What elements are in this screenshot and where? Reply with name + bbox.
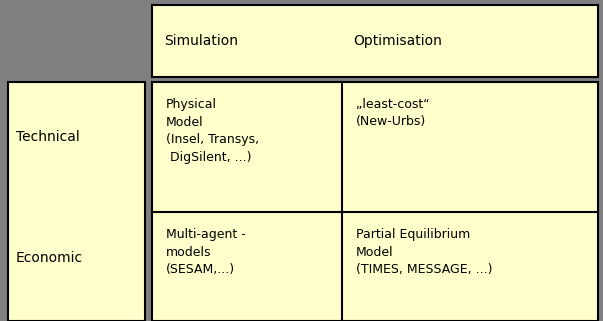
Bar [152, 82, 598, 321]
Bar [152, 5, 598, 77]
Text: Multi-agent -
models
(SESAM,...): Multi-agent - models (SESAM,...) [166, 228, 246, 276]
Text: Simulation: Simulation [164, 34, 238, 48]
Text: Physical
Model
(Insel, Transys,
 DigSilent, ...): Physical Model (Insel, Transys, DigSilen… [166, 98, 259, 163]
Text: „least-cost“
(New-Urbs): „least-cost“ (New-Urbs) [356, 98, 429, 128]
Text: Partial Equilibrium
Model
(TIMES, MESSAGE, ...): Partial Equilibrium Model (TIMES, MESSAG… [356, 228, 492, 276]
Text: Technical: Technical [16, 130, 80, 144]
Bar [8, 82, 145, 321]
Text: Economic: Economic [16, 251, 83, 265]
Text: Optimisation: Optimisation [353, 34, 443, 48]
